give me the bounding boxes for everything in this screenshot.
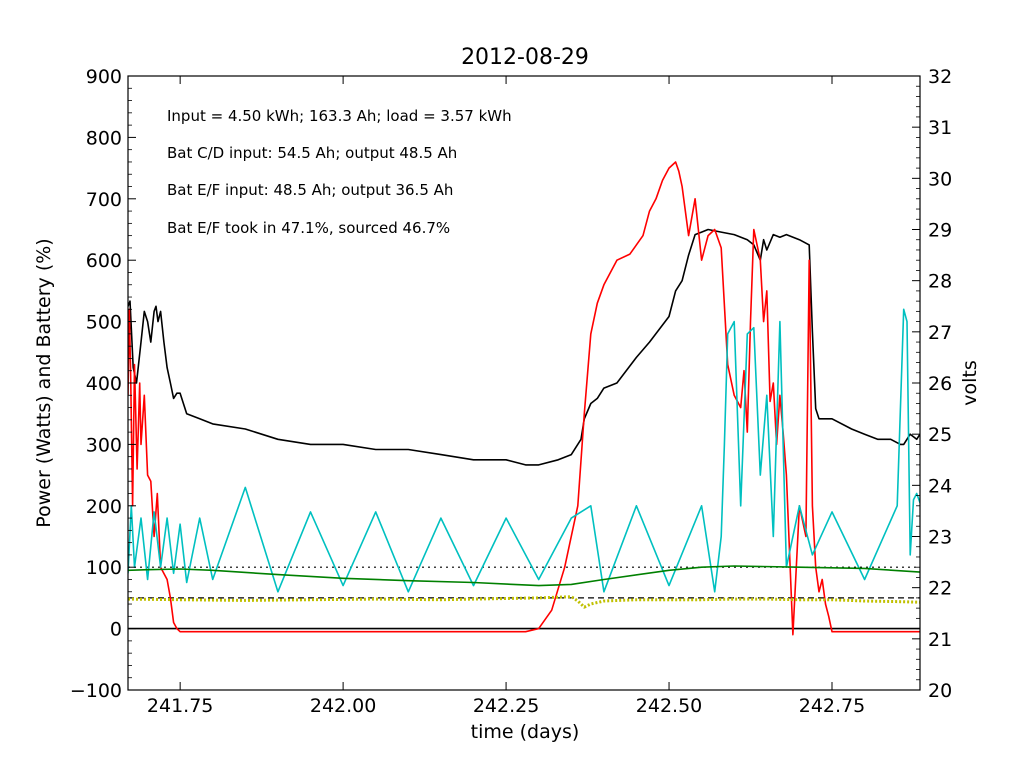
chart-title: 2012-08-29 [461,45,589,70]
y-tick-label: 900 [86,66,122,88]
y-axis-label-left: Power (Watts) and Battery (%) [33,238,55,527]
y-right-tick-label: 20 [928,680,952,702]
y-tick-label: 500 [86,312,122,334]
y-tick-label: 700 [86,189,122,211]
y-right-tick-label: 26 [928,373,952,395]
series-line-4 [128,595,920,609]
y-tick-label: 0 [110,619,122,641]
series-line-2 [128,308,920,593]
y-axis-left: −100 0 100 200 300 400 500 600 700 800 900 [70,66,136,702]
y-right-tick-label: 30 [928,168,952,190]
y-right-tick-label: 27 [928,322,952,344]
y-tick-label: 100 [86,557,122,579]
series-line-0 [128,228,920,466]
y-right-tick-label: 29 [928,220,952,242]
y-axis-label-right: volts [959,360,981,406]
y-tick-label: −100 [70,680,122,702]
x-axis: 241.75 242.00 242.25 242.50 242.75 [147,76,865,717]
x-tick-label: 241.75 [147,695,213,717]
y-tick-label: 300 [86,434,122,456]
y-right-tick-label: 32 [928,66,952,88]
y-right-tick-label: 28 [928,271,952,293]
y-right-tick-label: 24 [928,475,952,497]
y-right-tick-label: 23 [928,527,952,549]
x-tick-label: 242.50 [636,695,702,717]
x-tick-label: 242.75 [799,695,865,717]
annotation-bat-ef-percent: Bat E/F took in 47.1%, sourced 46.7% [167,219,450,237]
y-tick-label: 400 [86,373,122,395]
x-tick-label: 242.25 [473,695,539,717]
y-tick-label: 200 [86,496,122,518]
y-right-tick-label: 31 [928,117,952,139]
annotation-bat-ef: Bat E/F input: 48.5 Ah; output 36.5 Ah [167,181,453,199]
x-tick-label: 242.00 [310,695,376,717]
y-axis-right: 20 21 22 23 24 25 26 27 28 29 30 31 32 [912,66,952,702]
y-tick-label: 600 [86,250,122,272]
y-right-tick-label: 21 [928,629,952,651]
series-line-3 [128,565,920,587]
y-tick-label: 800 [86,127,122,149]
annotation-input: Input = 4.50 kWh; 163.3 Ah; load = 3.57 … [167,107,512,125]
annotation-bat-cd: Bat C/D input: 54.5 Ah; output 48.5 Ah [167,144,457,162]
y-right-tick-label: 22 [928,578,952,600]
x-axis-label: time (days) [471,721,580,743]
y-right-tick-label: 25 [928,424,952,446]
annotations: Input = 4.50 kWh; 163.3 Ah; load = 3.57 … [167,107,512,237]
series-group [128,161,920,636]
